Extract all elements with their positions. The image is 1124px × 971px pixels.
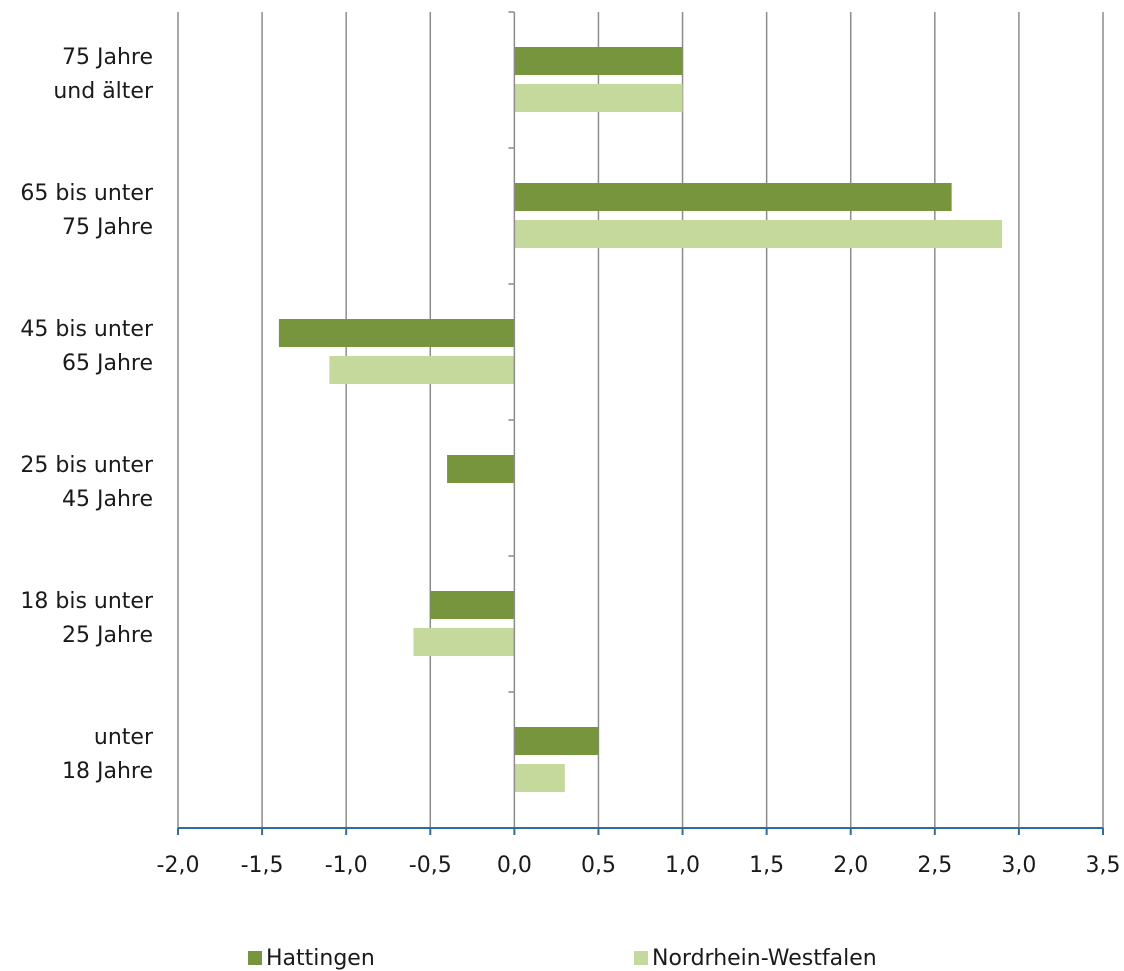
bar-hattingen <box>514 183 952 211</box>
value-tick-label: -0,5 <box>409 853 452 878</box>
value-tick-label: -1,0 <box>325 853 368 878</box>
legend-swatch-hattingen <box>248 951 262 965</box>
legend-label-nrw: Nordrhein-Westfalen <box>652 945 877 971</box>
value-tick-label: 3,0 <box>1001 853 1036 878</box>
bar-hattingen <box>447 455 515 483</box>
category-label: 65 bis unter 75 Jahre <box>20 181 154 240</box>
bar-hattingen <box>278 319 515 347</box>
legend-item-nrw: Nordrhein-Westfalen <box>634 945 877 971</box>
bar-nrw <box>514 764 565 792</box>
category-label: 45 bis unter 65 Jahre <box>20 317 154 376</box>
bar-hattingen <box>430 591 515 619</box>
category-label: 75 Jahre und älter <box>53 45 154 104</box>
value-tick-label: 0,0 <box>497 853 532 878</box>
bar-hattingen <box>514 47 683 75</box>
legend-swatch-nrw <box>634 951 648 965</box>
category-label: 25 bis unter 45 Jahre <box>20 453 154 512</box>
value-tick-label: -1,5 <box>241 853 284 878</box>
value-tick-label: 0,5 <box>581 853 616 878</box>
category-label: 18 bis unter 25 Jahre <box>20 589 154 648</box>
value-tick-label: 3,5 <box>1086 853 1121 878</box>
value-tick-label: 2,0 <box>833 853 868 878</box>
value-tick-label: 1,5 <box>749 853 784 878</box>
value-tick-label: -2,0 <box>157 853 200 878</box>
legend-label-hattingen: Hattingen <box>266 945 375 971</box>
bar-chart: 75 Jahre und älter 65 bis unter 75 Jahre 45 … <box>20 11 1121 878</box>
category-label: unter 18 Jahre <box>62 725 154 784</box>
bar-nrw <box>329 356 515 384</box>
value-tick-label: 2,5 <box>917 853 952 878</box>
bar-nrw <box>413 628 515 656</box>
bar-hattingen <box>514 727 599 755</box>
legend-item-hattingen: Hattingen <box>248 945 375 971</box>
value-tick-label: 1,0 <box>665 853 700 878</box>
bar-nrw <box>514 84 683 112</box>
bar-nrw <box>514 220 1003 248</box>
